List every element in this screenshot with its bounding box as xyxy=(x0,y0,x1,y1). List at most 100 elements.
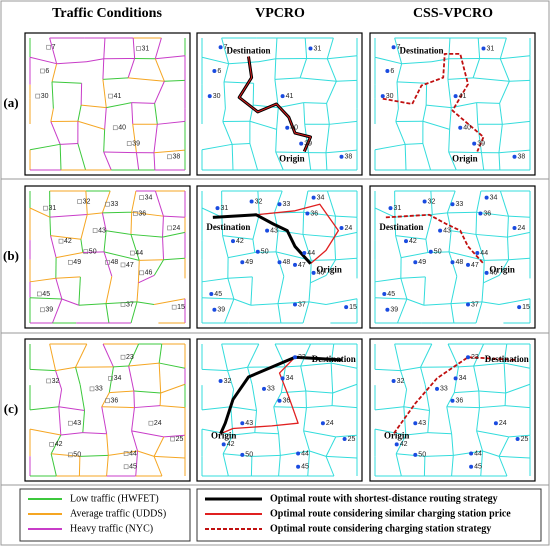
road xyxy=(49,37,58,64)
station-label: 36 xyxy=(483,210,491,217)
road xyxy=(153,152,156,171)
road xyxy=(221,343,229,371)
road xyxy=(221,37,230,64)
road xyxy=(473,343,485,367)
road xyxy=(426,104,452,109)
station-label: 24 xyxy=(154,420,162,427)
station xyxy=(35,93,41,99)
road xyxy=(251,454,281,457)
road xyxy=(336,79,358,82)
road xyxy=(130,233,163,238)
station-label: 46 xyxy=(317,270,325,277)
road xyxy=(396,63,403,82)
road xyxy=(222,235,229,258)
station-label: 31 xyxy=(49,205,57,212)
destination-label: Destination xyxy=(399,45,443,55)
station xyxy=(126,141,132,146)
panel-border xyxy=(196,185,363,329)
road xyxy=(102,343,114,368)
station-label: 31 xyxy=(142,45,150,52)
road xyxy=(308,282,311,302)
station xyxy=(171,304,177,310)
road xyxy=(275,230,279,252)
road xyxy=(397,298,408,324)
road xyxy=(326,37,334,59)
road xyxy=(50,235,81,240)
road xyxy=(105,276,113,304)
station xyxy=(342,437,347,442)
station xyxy=(108,93,113,99)
station-label: 49 xyxy=(73,259,81,266)
road xyxy=(278,230,304,235)
road xyxy=(162,237,165,260)
station-label: 32 xyxy=(52,378,60,385)
road xyxy=(505,383,531,394)
road xyxy=(106,102,132,109)
station xyxy=(450,398,455,403)
legend-box xyxy=(19,488,191,542)
road xyxy=(507,216,509,238)
station-label: 43 xyxy=(73,420,81,427)
road xyxy=(306,405,333,409)
road xyxy=(394,37,403,64)
station xyxy=(240,452,245,457)
road xyxy=(504,362,531,369)
station-label: 38 xyxy=(345,154,353,161)
road xyxy=(222,235,253,240)
road xyxy=(504,392,507,406)
road xyxy=(223,63,230,82)
column-header: CSS-VPCRO xyxy=(413,6,493,21)
station-label: 23 xyxy=(126,354,134,361)
station-label: 30 xyxy=(386,93,394,100)
road xyxy=(201,406,231,411)
road xyxy=(473,362,505,367)
road xyxy=(51,63,58,82)
station-label: 40 xyxy=(290,125,298,132)
station-label: 42 xyxy=(64,238,72,245)
road xyxy=(478,390,480,408)
panel-border xyxy=(369,32,536,176)
station xyxy=(231,239,235,244)
road xyxy=(507,237,510,260)
road xyxy=(422,143,432,171)
road xyxy=(249,143,259,171)
station xyxy=(394,442,399,447)
road xyxy=(446,392,455,407)
road xyxy=(500,55,531,60)
road xyxy=(222,108,226,122)
road xyxy=(302,234,312,261)
road xyxy=(278,102,304,109)
road xyxy=(475,212,478,235)
station xyxy=(422,199,427,204)
road xyxy=(431,58,449,63)
road xyxy=(227,276,253,279)
road xyxy=(162,216,164,238)
road xyxy=(158,343,163,364)
row-label: (a) xyxy=(3,95,18,110)
road xyxy=(432,212,448,215)
road xyxy=(154,190,164,217)
road xyxy=(307,450,311,477)
road xyxy=(310,274,327,284)
road xyxy=(277,303,282,324)
station-label: 45 xyxy=(129,464,137,471)
station-label: 15 xyxy=(522,304,530,311)
road xyxy=(163,434,186,438)
road xyxy=(87,212,103,215)
road xyxy=(58,406,85,411)
station xyxy=(380,94,385,99)
station xyxy=(484,195,489,200)
road xyxy=(252,214,260,240)
road xyxy=(475,233,508,238)
road xyxy=(131,430,139,452)
station-label: 43 xyxy=(245,420,253,427)
road xyxy=(106,230,132,235)
station-label: 41 xyxy=(459,93,467,100)
station xyxy=(280,94,285,99)
station xyxy=(215,206,220,211)
road xyxy=(130,212,133,235)
station-label: 36 xyxy=(111,398,119,405)
road xyxy=(475,301,483,324)
road xyxy=(481,301,500,306)
